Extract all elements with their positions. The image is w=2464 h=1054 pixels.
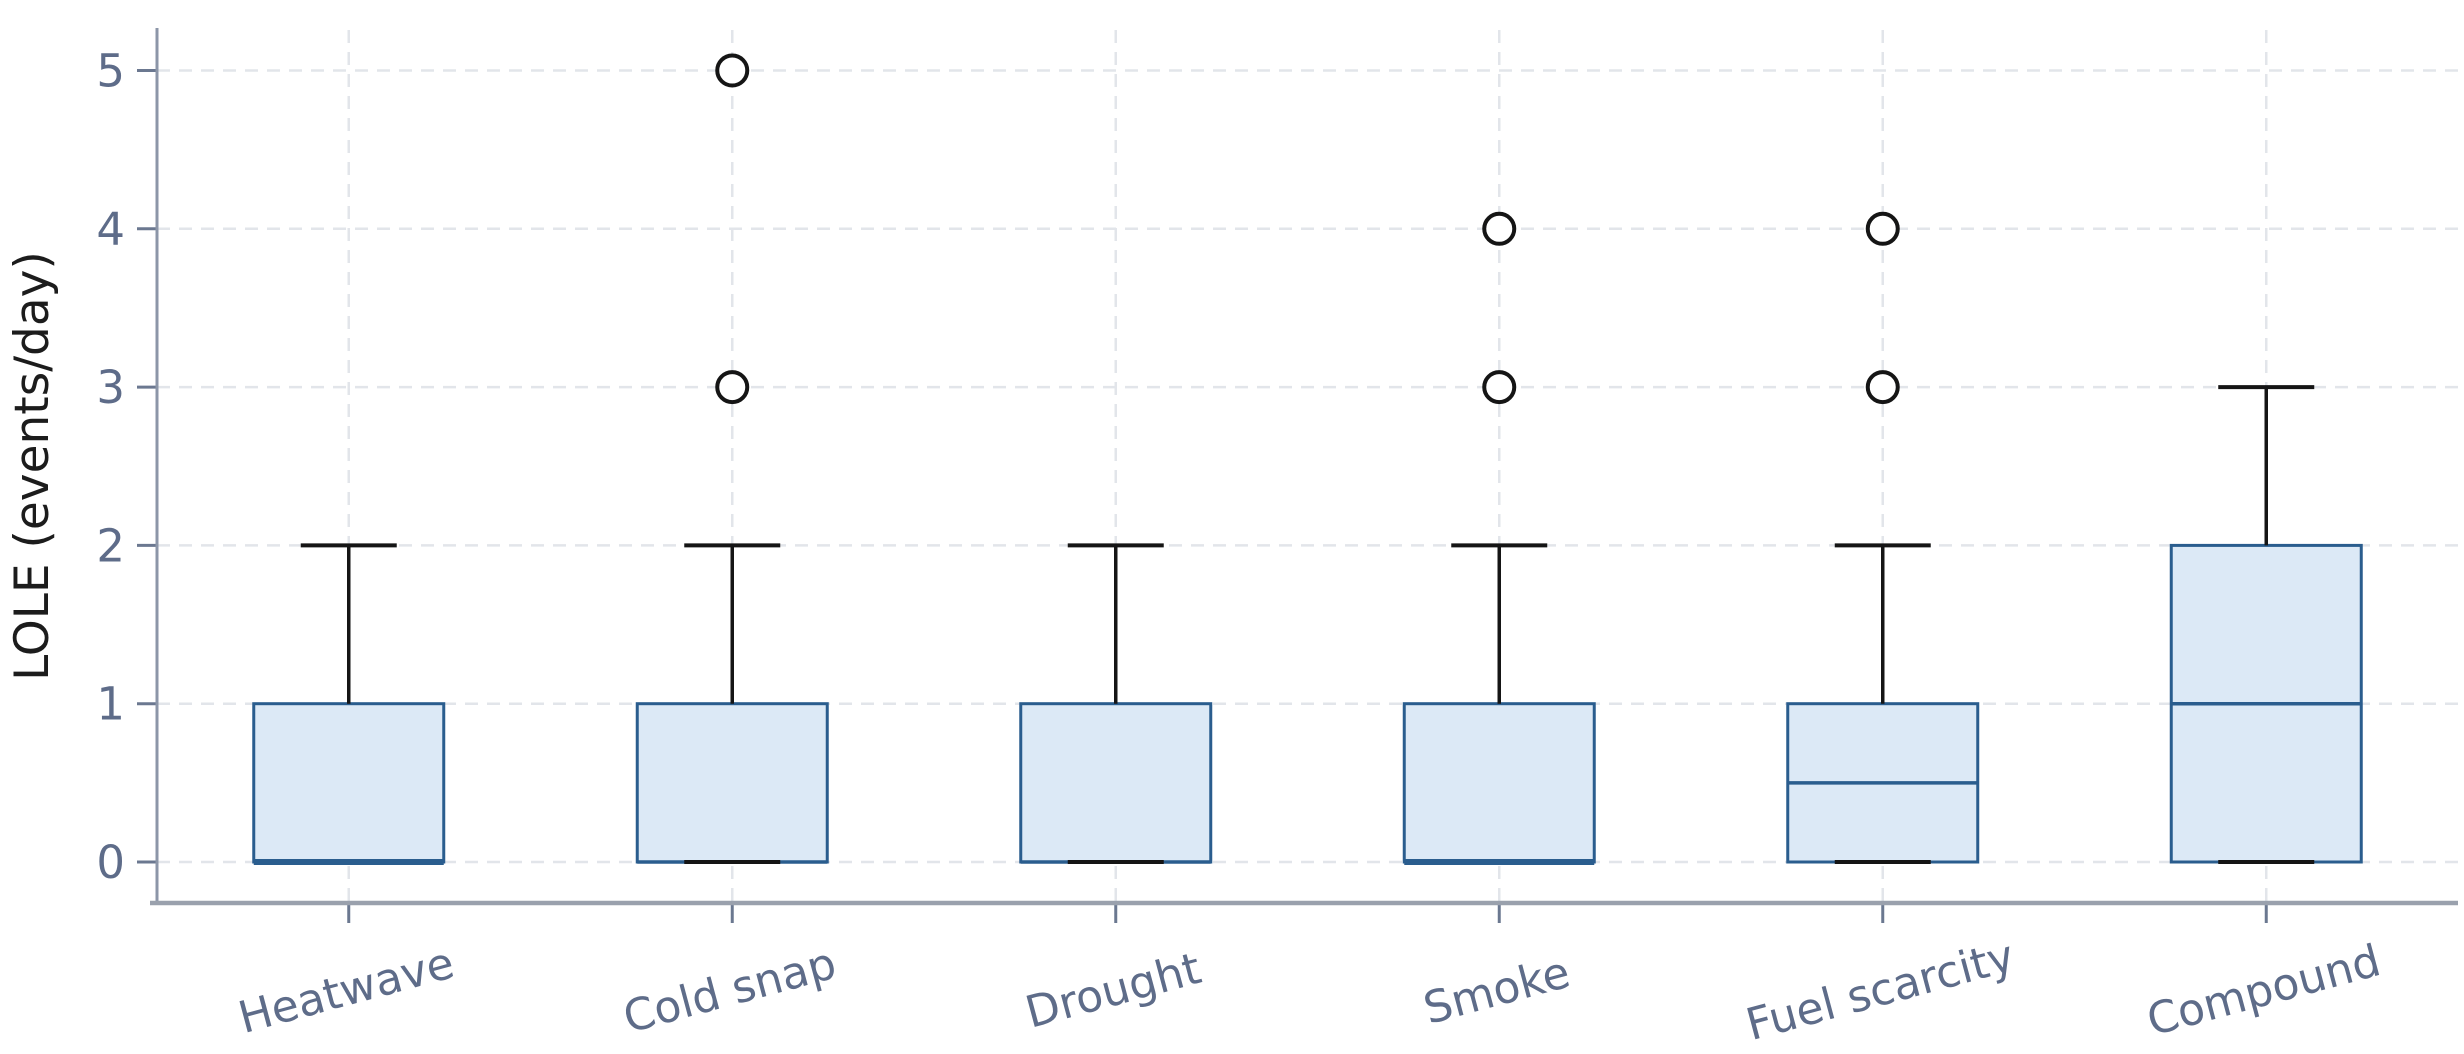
- x-tick-label-drought: Drought: [1020, 943, 1206, 1039]
- box-layer: [252, 53, 2363, 865]
- axis-layer: [137, 28, 2458, 923]
- x-tick-label-fuel-scarcity: Fuel scarcity: [1741, 931, 2020, 1051]
- grid-layer: [157, 30, 2458, 903]
- x-tick-label-smoke: Smoke: [1418, 947, 1575, 1035]
- x-tick-label-cold-snap: Cold snap: [618, 938, 841, 1044]
- box-smoke: [1402, 702, 1596, 864]
- flier-smoke-3: [1482, 370, 1517, 405]
- tick-label-layer: 0 1 2 3 4 5 Heatwave Cold snap Drought Smoke Fuel …: [96, 45, 2385, 1052]
- y-tick-label-5: 5: [96, 45, 125, 98]
- flier-cold-snap-3: [715, 370, 750, 405]
- flier-smoke-4: [1482, 211, 1517, 246]
- box-drought: [1019, 702, 1213, 864]
- x-tick-label-compound: Compound: [2142, 935, 2386, 1046]
- box-heatwave: [252, 702, 446, 864]
- y-tick-label-3: 3: [96, 361, 125, 414]
- x-tick-label-heatwave: Heatwave: [233, 938, 459, 1044]
- flier-fuel-scarcity-3: [1865, 370, 1900, 405]
- box-cold-snap: [635, 702, 829, 864]
- y-axis-title: LOLE (events/day): [5, 251, 60, 681]
- y-tick-label-0: 0: [96, 836, 125, 889]
- flier-cold-snap-5: [715, 53, 750, 88]
- y-tick-label-4: 4: [96, 203, 125, 256]
- flier-fuel-scarcity-4: [1865, 211, 1900, 246]
- y-tick-label-1: 1: [96, 678, 125, 731]
- y-tick-label-2: 2: [96, 519, 125, 572]
